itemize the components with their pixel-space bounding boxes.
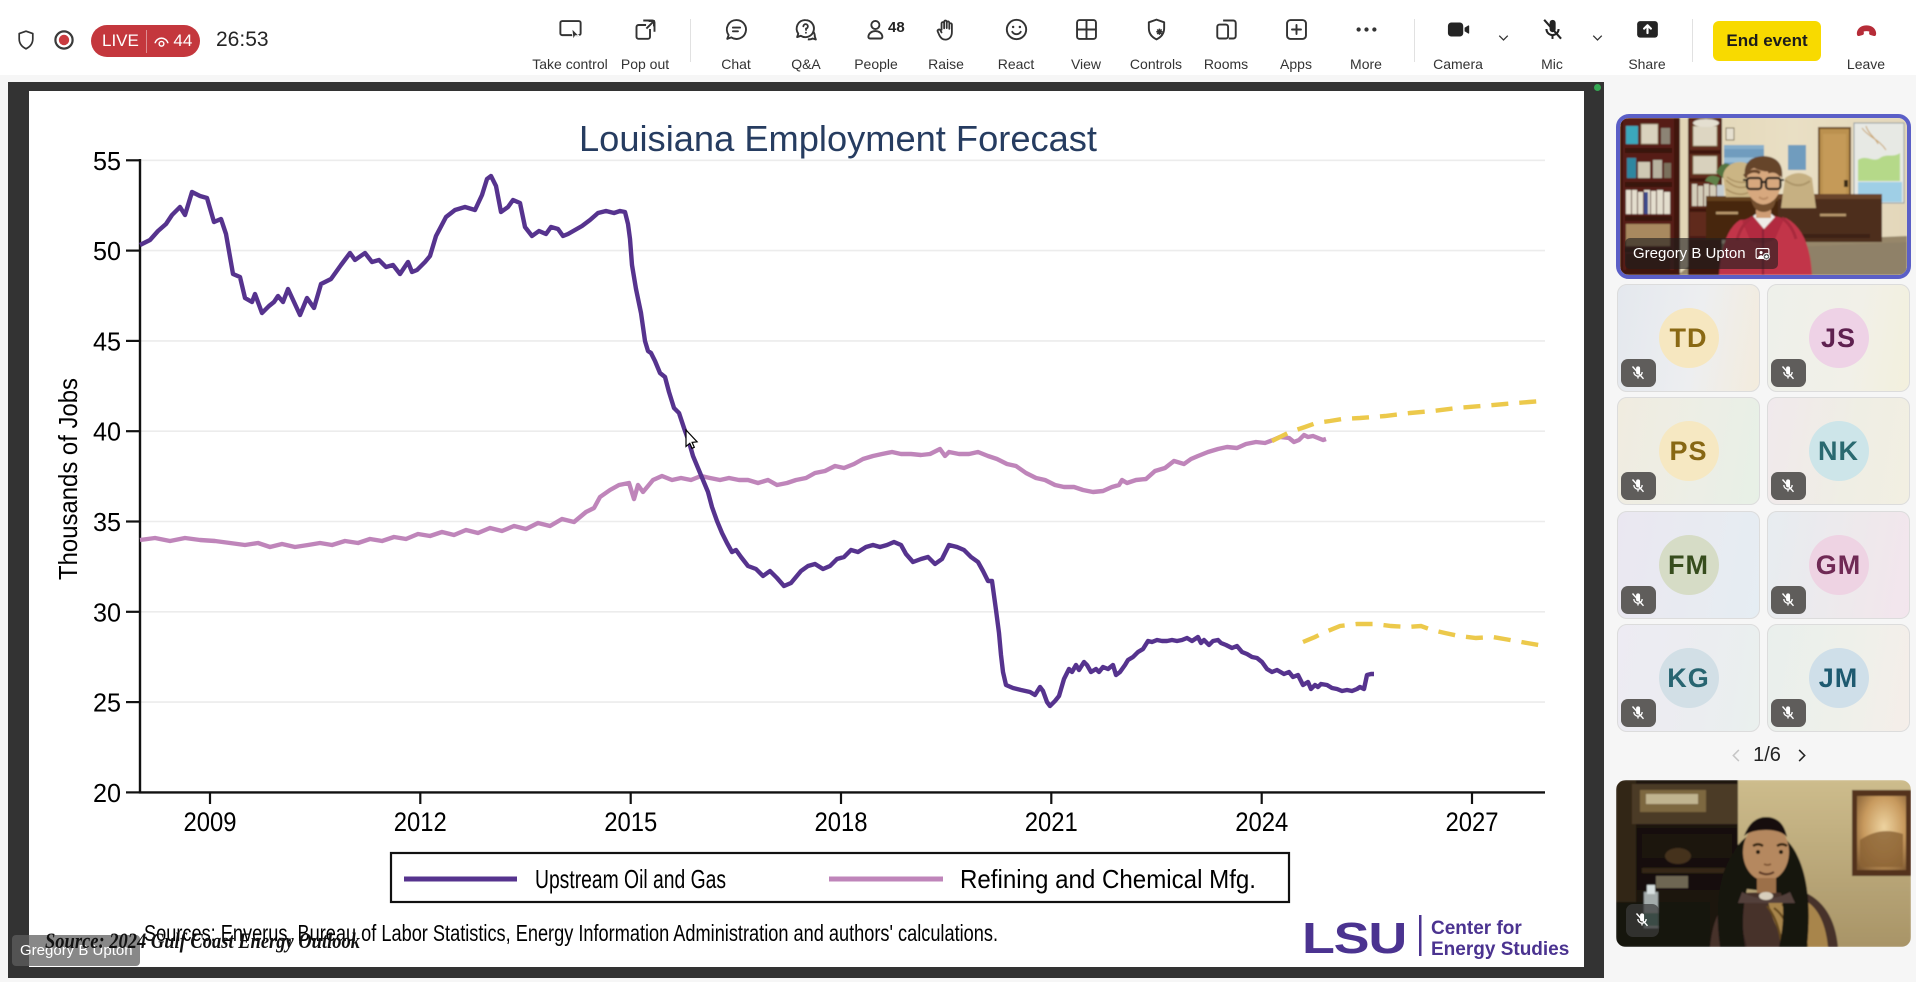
svg-text:Source: 2024 Gulf Coast Energy: Source: 2024 Gulf Coast Energy Outlook bbox=[45, 928, 360, 953]
svg-text:Energy Studies: Energy Studies bbox=[1431, 939, 1569, 960]
svg-text:2021: 2021 bbox=[1025, 807, 1078, 837]
svg-text:Center for: Center for bbox=[1431, 918, 1522, 939]
svg-text:Thousands of Jobs: Thousands of Jobs bbox=[53, 378, 83, 580]
svg-text:25: 25 bbox=[93, 688, 121, 718]
svg-text:50: 50 bbox=[93, 236, 121, 266]
svg-text:2009: 2009 bbox=[184, 807, 237, 837]
svg-text:2015: 2015 bbox=[604, 807, 657, 837]
svg-text:Upstream Oil and Gas: Upstream Oil and Gas bbox=[535, 864, 726, 894]
svg-text:55: 55 bbox=[93, 146, 121, 176]
svg-text:Refining and Chemical Mfg.: Refining and Chemical Mfg. bbox=[960, 864, 1256, 894]
svg-text:40: 40 bbox=[93, 417, 121, 447]
svg-text:Sources: Enverus, Bureau of La: Sources: Enverus, Bureau of Labor Statis… bbox=[144, 920, 998, 946]
svg-text:20: 20 bbox=[93, 778, 121, 808]
svg-text:2012: 2012 bbox=[394, 807, 447, 837]
svg-text:2027: 2027 bbox=[1446, 807, 1499, 837]
svg-text:LSU: LSU bbox=[1302, 914, 1406, 963]
svg-text:2024: 2024 bbox=[1235, 807, 1288, 837]
svg-text:35: 35 bbox=[93, 507, 121, 537]
svg-text:45: 45 bbox=[93, 326, 121, 356]
svg-text:Louisiana Employment Forecast: Louisiana Employment Forecast bbox=[579, 118, 1097, 159]
svg-text:30: 30 bbox=[93, 597, 121, 627]
svg-text:2018: 2018 bbox=[815, 807, 868, 837]
